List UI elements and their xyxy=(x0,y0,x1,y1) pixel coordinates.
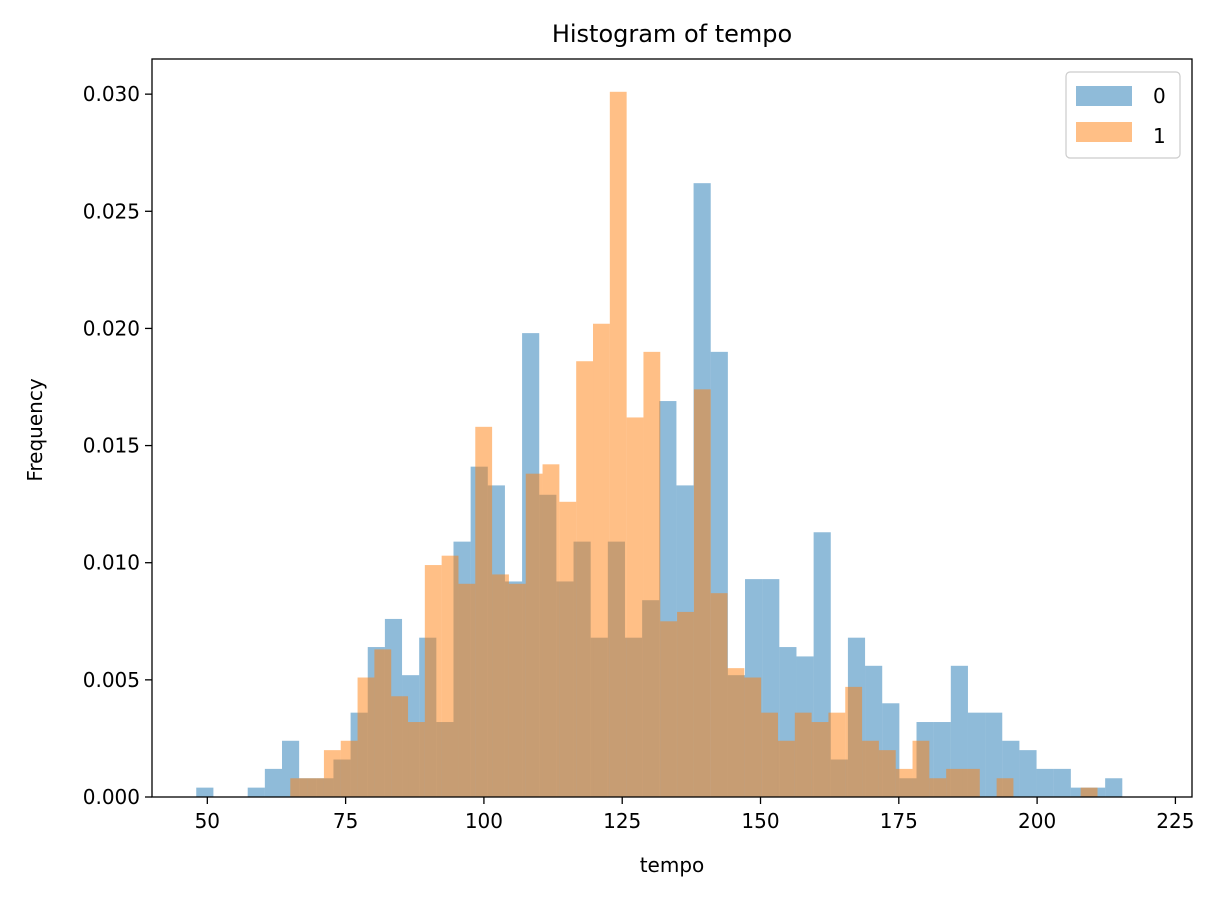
x-tick-label: 150 xyxy=(741,809,779,833)
histogram-bar-series-1 xyxy=(727,668,745,797)
histogram-bar-series-1 xyxy=(458,583,476,797)
y-axis-label: Frequency xyxy=(23,378,47,481)
histogram-bar-series-1 xyxy=(744,677,762,797)
histogram-bar-series-1 xyxy=(424,565,442,797)
histogram-bar-series-1 xyxy=(643,351,661,797)
x-tick-label: 50 xyxy=(195,809,220,833)
series-1-bars xyxy=(290,91,1098,798)
histogram-bar-series-1 xyxy=(946,768,963,797)
histogram-bar-series-1 xyxy=(391,696,409,797)
histogram-bar-series-1 xyxy=(441,555,459,797)
histogram-bar-series-1 xyxy=(845,686,863,797)
histogram-bar-series-0 xyxy=(950,665,968,797)
y-tick-label: 0.030 xyxy=(83,82,140,106)
legend-label-series-1: 1 xyxy=(1153,124,1166,148)
chart-title: Histogram of tempo xyxy=(552,20,792,48)
histogram-bar-series-1 xyxy=(340,740,358,797)
histogram-bar-series-1 xyxy=(878,750,896,797)
histogram-bar-series-1 xyxy=(593,323,610,797)
histogram-bar-series-1 xyxy=(559,501,577,797)
y-tick-label: 0.005 xyxy=(83,668,140,692)
histogram-bar-series-1 xyxy=(828,712,846,797)
legend-swatch-series-1 xyxy=(1076,122,1132,142)
histogram-bar-series-1 xyxy=(357,677,375,797)
x-tick-label: 125 xyxy=(603,809,641,833)
histogram-bar-series-1 xyxy=(1080,787,1098,797)
histogram-bar-series-1 xyxy=(895,768,913,797)
histogram-bar-series-0 xyxy=(196,787,214,797)
histogram-bar-series-1 xyxy=(912,740,930,797)
y-tick-label: 0.025 xyxy=(83,199,140,223)
x-tick-label: 225 xyxy=(1156,809,1194,833)
y-tick-label: 0.000 xyxy=(83,785,140,809)
histogram-bar-series-1 xyxy=(677,611,694,797)
histogram-bar-series-1 xyxy=(475,426,493,797)
histogram-bar-series-0 xyxy=(1036,768,1054,797)
histogram-bar-series-1 xyxy=(323,750,341,797)
histogram-bar-series-0 xyxy=(1019,750,1037,797)
histogram-bar-series-0 xyxy=(264,768,282,797)
histogram-bar-series-1 xyxy=(996,778,1014,797)
histogram-bar-series-1 xyxy=(525,473,543,797)
x-tick-label: 200 xyxy=(1018,809,1056,833)
histogram-bar-series-1 xyxy=(710,593,728,797)
histogram-bar-series-1 xyxy=(929,778,947,797)
legend: 0 1 xyxy=(1065,71,1181,159)
histogram-bar-series-1 xyxy=(542,464,560,797)
y-tick-label: 0.015 xyxy=(83,434,140,458)
histogram-bar-series-1 xyxy=(508,583,526,797)
histogram-bar-series-1 xyxy=(777,740,795,797)
histogram-bar-series-0 xyxy=(985,712,1003,797)
histogram-bar-series-1 xyxy=(794,712,812,797)
histogram-bar-series-1 xyxy=(408,722,425,797)
x-tick-label: 75 xyxy=(333,809,358,833)
histogram-bar-series-1 xyxy=(609,91,627,798)
histogram-bar-series-1 xyxy=(811,722,829,797)
y-tick-label: 0.020 xyxy=(83,316,140,340)
y-axis-ticks: 0.000 0.005 0.010 0.015 0.020 0.025 0.030 xyxy=(83,82,152,809)
x-tick-label: 100 xyxy=(465,809,503,833)
histogram-bar-series-1 xyxy=(492,574,509,797)
histogram-bar-series-1 xyxy=(374,649,392,797)
histogram-bar-series-1 xyxy=(962,768,980,797)
x-axis-label: tempo xyxy=(640,853,705,877)
plot-frame xyxy=(151,58,1193,798)
histogram-bar-series-0 xyxy=(1053,768,1071,797)
legend-label-series-0: 0 xyxy=(1153,84,1166,108)
histogram-bar-series-1 xyxy=(693,389,711,797)
histogram-bar-series-0 xyxy=(247,787,265,797)
histogram-bar-series-1 xyxy=(576,361,594,797)
histogram-bar-series-1 xyxy=(862,740,879,797)
legend-swatch-series-0 xyxy=(1076,86,1132,106)
histogram-bar-series-1 xyxy=(626,417,644,797)
x-tick-label: 175 xyxy=(880,809,918,833)
histogram-bar-series-0 xyxy=(1105,778,1123,797)
histogram-bar-series-1 xyxy=(660,621,678,797)
y-tick-label: 0.010 xyxy=(83,551,140,575)
histogram-bar-series-1 xyxy=(761,712,778,797)
histogram-bar-series-1 xyxy=(290,778,308,797)
histogram-bar-series-1 xyxy=(307,778,324,797)
x-axis-ticks: 50 75 100 125 150 175 200 225 xyxy=(195,797,1194,833)
histogram-bar-series-0 xyxy=(1070,787,1088,797)
